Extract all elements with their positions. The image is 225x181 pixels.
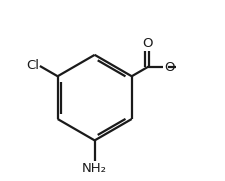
Text: Cl: Cl (26, 60, 39, 73)
Text: NH₂: NH₂ (82, 162, 107, 175)
Text: O: O (164, 61, 174, 74)
Text: O: O (142, 37, 152, 50)
